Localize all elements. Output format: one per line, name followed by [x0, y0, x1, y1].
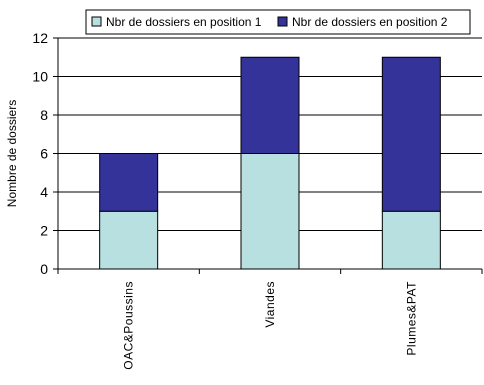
- y-tick-label: 2: [40, 223, 48, 239]
- legend-entry: Nbr de dossiers en position 1: [106, 15, 262, 29]
- y-tick-label: 6: [40, 146, 48, 162]
- y-tick-labels: 0 2 4 6 8 10 12: [32, 30, 48, 277]
- y-tick-label: 4: [40, 184, 48, 200]
- x-category-label: OAC&Poussins: [122, 281, 136, 370]
- bar-segment: [240, 56, 300, 154]
- bar-segment: [99, 210, 159, 270]
- y-axis-label: Nombre de dossiers: [5, 100, 19, 207]
- y-tick-label: 8: [40, 107, 48, 123]
- x-category-label: Viandes: [263, 281, 277, 328]
- axes: [53, 37, 483, 274]
- y-tick-label: 0: [40, 261, 48, 277]
- x-category-label: Plumes&PAT: [404, 281, 418, 356]
- legend-entry: Nbr de dossiers en position 2: [292, 15, 448, 29]
- x-category-labels: OAC&Poussins Viandes Plumes&PAT: [122, 281, 419, 370]
- bar-segment: [381, 210, 441, 270]
- bar-segment: [99, 153, 159, 212]
- bar-segment: [381, 56, 441, 212]
- y-tick-label: 10: [32, 69, 48, 85]
- legend: Nbr de dossiers en position 1 Nbr de doss…: [85, 9, 471, 35]
- y-tick-label: 12: [32, 30, 48, 46]
- bars: [99, 56, 441, 270]
- bar-segment: [240, 153, 300, 270]
- legend-swatch: [91, 16, 102, 27]
- legend-swatch: [277, 16, 288, 27]
